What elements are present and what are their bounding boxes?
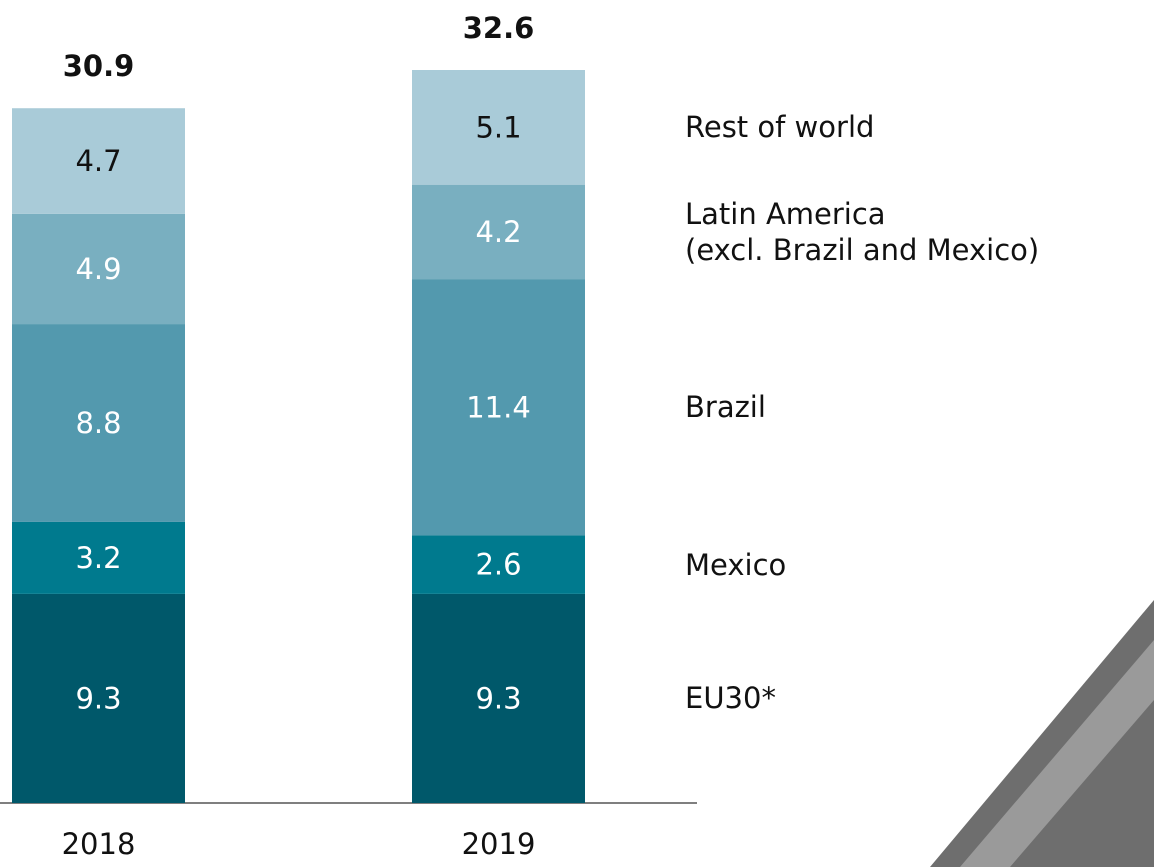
bar-segment <box>12 593 185 803</box>
legend-label: Rest of world <box>685 110 875 145</box>
x-tick-label: 2019 <box>462 827 536 861</box>
bar-segment <box>412 535 585 594</box>
bar-segment <box>12 324 185 522</box>
segment-label: 5.1 <box>475 110 521 144</box>
bar-segment <box>412 70 585 185</box>
segment-label: 4.2 <box>475 215 521 249</box>
bar-segment <box>412 593 585 803</box>
bar-segment <box>412 279 585 536</box>
segment-label: 3.2 <box>75 541 121 575</box>
legend-label: Brazil <box>685 390 766 425</box>
bar-segment <box>12 213 185 325</box>
legend-label: Mexico <box>685 547 787 582</box>
segment-label: 4.9 <box>75 252 121 286</box>
legend-label: Latin America (excl. Brazil and Mexico) <box>685 196 1040 267</box>
legend-label: EU30* <box>685 681 776 716</box>
bar-segment <box>12 108 185 214</box>
segment-label: 4.7 <box>75 144 121 178</box>
background-photo-highlight <box>960 640 1154 867</box>
total-label: 32.6 <box>463 11 535 45</box>
total-label: 30.9 <box>63 49 135 83</box>
segment-label: 2.6 <box>475 548 521 582</box>
segment-label: 8.8 <box>75 406 121 440</box>
segment-label: 11.4 <box>466 390 531 424</box>
segment-label: 9.3 <box>475 681 521 715</box>
bar-segment <box>12 521 185 594</box>
segment-label: 9.3 <box>75 681 121 715</box>
bar-segment <box>412 184 585 280</box>
background-photo <box>930 600 1154 867</box>
x-tick-label: 2018 <box>62 827 136 861</box>
